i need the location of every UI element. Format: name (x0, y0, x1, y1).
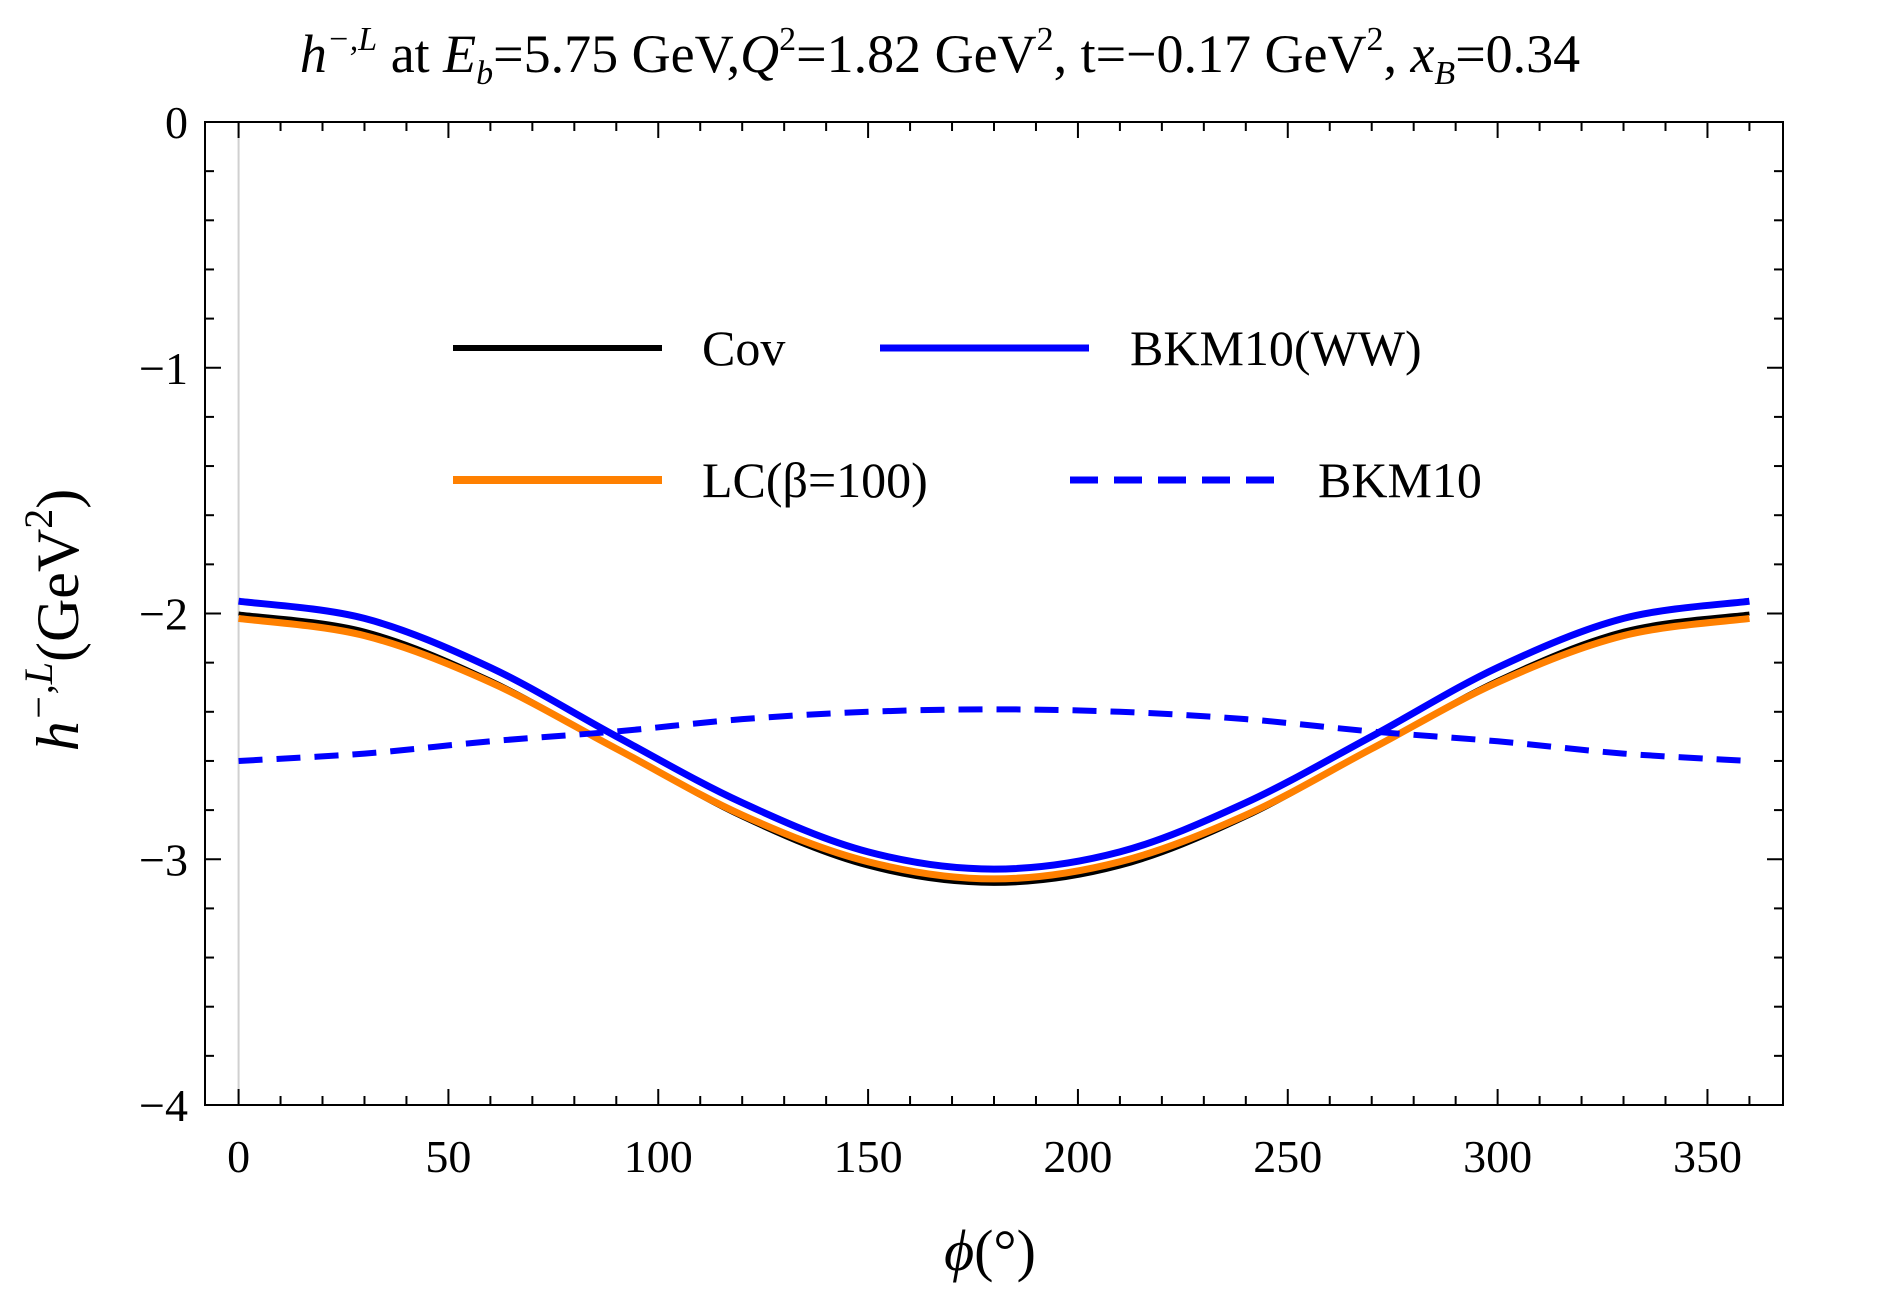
y-tick-label: −1 (139, 343, 188, 394)
legend: Cov BKM10(WW) LC(β=100) BKM10 (453, 320, 1482, 508)
x-tick-label: 300 (1463, 1131, 1532, 1182)
legend-label-lc: LC(β=100) (702, 452, 928, 508)
y-tick-label: −3 (139, 834, 188, 885)
chart-title: h−,L at Eb=5.75 GeV,Q2=1.82 GeV2, t=−0.1… (300, 21, 1580, 92)
plot-frame (204, 121, 1784, 1106)
legend-label-cov: Cov (702, 320, 785, 376)
series-line-bkm10 (238, 706, 1750, 764)
axis-ticks (205, 121, 1783, 1106)
x-tick-label: 50 (425, 1131, 471, 1182)
y-axis-label: h−,L(GeV2) (16, 489, 91, 752)
legend-label-bkm10: BKM10 (1318, 452, 1482, 508)
x-tick-labels: 0 50 100 150 200 250 300 350 (227, 1131, 1742, 1182)
series-line-bkm10-ww (238, 597, 1750, 873)
x-axis-label: ϕ(°) (944, 1218, 1036, 1283)
y-tick-label: −4 (139, 1080, 188, 1131)
x-tick-label: 100 (624, 1131, 693, 1182)
x-tick-label: 0 (227, 1131, 250, 1182)
x-tick-label: 250 (1253, 1131, 1322, 1182)
legend-label-bkm10-ww: BKM10(WW) (1130, 320, 1422, 376)
y-tick-labels: 0 −1 −2 −3 −4 (139, 97, 188, 1131)
y-tick-label: 0 (165, 97, 188, 148)
x-tick-label: 200 (1043, 1131, 1112, 1182)
series-line-lc (238, 614, 1750, 883)
x-tick-label: 150 (834, 1131, 903, 1182)
x-tick-label: 350 (1673, 1131, 1742, 1182)
y-tick-label: −2 (139, 589, 188, 640)
data-curves (238, 597, 1750, 886)
